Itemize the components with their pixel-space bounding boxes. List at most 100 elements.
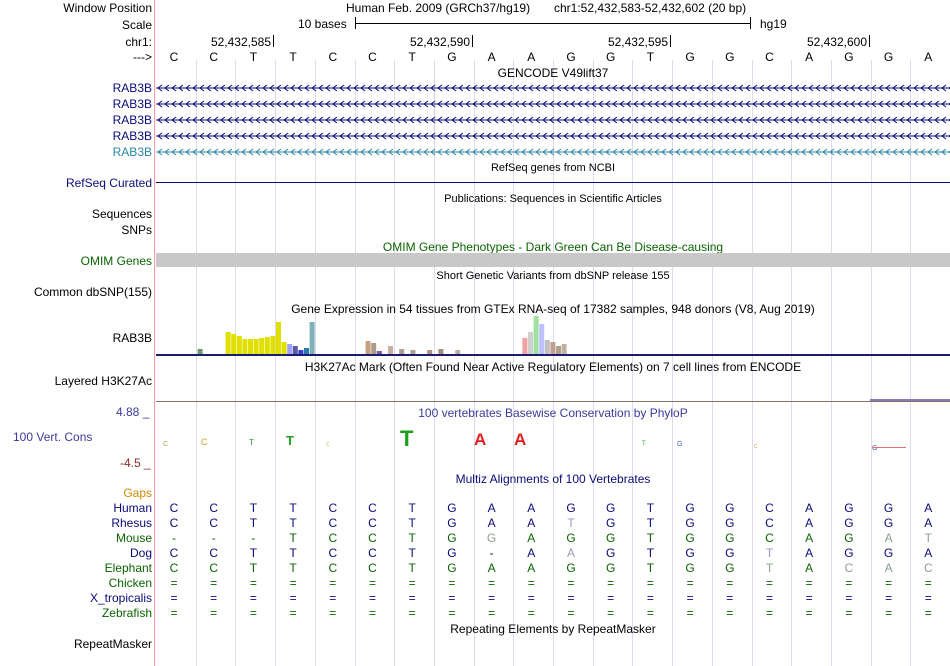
gencode-transcript-line[interactable]	[156, 147, 950, 157]
multiz-base: C	[328, 561, 338, 575]
multiz-base: A	[884, 531, 893, 545]
phylop-label[interactable]: 100 Vert. Cons	[13, 430, 93, 444]
multiz-gaps-label[interactable]: Gaps	[123, 486, 152, 500]
multiz-species-label[interactable]: Rhesus	[111, 516, 152, 530]
gtex-label[interactable]: RAB3B	[112, 331, 152, 345]
multiz-base: =	[845, 591, 853, 605]
gtex-bar-chart[interactable]	[156, 316, 950, 358]
multiz-base: =	[368, 606, 376, 620]
ruler-tick-mark	[869, 35, 870, 47]
dbsnp-label[interactable]: Common dbSNP(155)	[33, 285, 152, 299]
db-label: hg19	[760, 17, 787, 31]
multiz-base: =	[924, 591, 932, 605]
multiz-base: -	[211, 531, 216, 545]
gencode-transcript-label[interactable]: RAB3B	[112, 97, 152, 111]
multiz-base: C	[328, 531, 338, 545]
multiz-base: G	[606, 531, 616, 545]
multiz-species-label[interactable]: Dog	[129, 546, 152, 560]
multiz-base: G	[606, 501, 616, 515]
phylop-logo-a2: A	[514, 430, 526, 449]
multiz-base: -	[172, 531, 176, 545]
multiz-base: =	[170, 606, 178, 620]
gencode-transcript-label[interactable]: RAB3B	[112, 113, 152, 127]
multiz-base: C	[368, 546, 377, 560]
gtex-tissue-bar	[287, 344, 293, 354]
multiz-species-label[interactable]: Mouse	[115, 531, 152, 545]
multiz-base: =	[805, 591, 813, 605]
multiz-base: T	[289, 546, 297, 560]
multiz-base: =	[289, 576, 297, 590]
multiz-species-label[interactable]: X_tropicalis	[89, 591, 152, 605]
multiz-base: T	[646, 501, 655, 515]
multiz-base: =	[408, 576, 416, 590]
multiz-species-label[interactable]: Chicken	[108, 576, 152, 590]
omim-gene-bar[interactable]	[156, 253, 950, 267]
multiz-base: =	[329, 576, 337, 590]
base-letter: G	[606, 50, 616, 64]
repeatmasker-label[interactable]: RepeatMasker	[73, 637, 152, 651]
multiz-base: G	[685, 531, 695, 545]
multiz-base: T	[924, 531, 932, 545]
h3k27ac-signal	[870, 399, 950, 401]
multiz-base: =	[924, 606, 932, 620]
omim-label[interactable]: OMIM Genes	[80, 254, 152, 268]
multiz-base: =	[249, 591, 257, 605]
multiz-base: G	[685, 546, 695, 560]
refseq-gene-line[interactable]	[156, 182, 950, 183]
ruler-tick-label: 52,432,590	[409, 35, 470, 49]
base-letter: G	[447, 50, 457, 64]
scale-bar	[355, 17, 751, 29]
publications-sequences-label[interactable]: Sequences	[91, 207, 152, 221]
multiz-base: =	[448, 576, 456, 590]
h3k27ac-label[interactable]: Layered H3K27Ac	[54, 374, 152, 388]
h3k27ac-baseline	[156, 401, 950, 402]
multiz-base: C	[209, 561, 219, 575]
multiz-species-label[interactable]: Zebrafish	[101, 606, 152, 620]
gencode-transcript-label[interactable]: RAB3B	[112, 81, 152, 95]
phylop-logo-t2: T	[286, 433, 294, 448]
multiz-base: T	[765, 561, 774, 575]
multiz-base: A	[924, 546, 933, 560]
refseq-label[interactable]: RefSeq Curated	[65, 176, 152, 190]
chrom-label: chr1:	[125, 35, 152, 49]
gtex-tissue-bar	[231, 334, 237, 354]
multiz-base: =	[488, 576, 496, 590]
strand-label: --->	[133, 50, 152, 64]
position-range[interactable]: chr1:52,432,583-52,432,602 (20 bp)	[554, 1, 747, 15]
multiz-base: =	[170, 591, 178, 605]
base-letter: G	[883, 50, 894, 64]
multiz-base: =	[448, 606, 456, 620]
gtex-tissue-bar	[561, 344, 567, 354]
phylop-logo[interactable]: C C T T C T A A T G C G	[156, 420, 950, 460]
multiz-base: A	[527, 531, 536, 545]
base-letter: G	[566, 50, 576, 64]
multiz-base: T	[249, 561, 258, 575]
gtex-tissue-bar	[427, 350, 433, 354]
gtex-tissue-bar	[298, 350, 304, 354]
multiz-base: T	[646, 561, 655, 575]
base-letter: T	[289, 50, 297, 64]
multiz-base: =	[170, 576, 178, 590]
multiz-base: G	[606, 546, 616, 560]
gencode-transcript-line[interactable]	[156, 131, 950, 141]
multiz-species-label[interactable]: Elephant	[104, 561, 152, 575]
gencode-transcript-line[interactable]	[156, 99, 950, 109]
gtex-tissue-bar	[276, 322, 281, 354]
multiz-base: A	[487, 501, 496, 515]
ruler-tick-label: 52,432,595	[607, 35, 668, 49]
publications-snps-label[interactable]: SNPs	[121, 223, 152, 237]
base-letter: C	[765, 50, 774, 64]
gencode-transcript-line[interactable]	[156, 115, 950, 125]
multiz-base: G	[725, 546, 735, 560]
multiz-species-label[interactable]: Human	[113, 501, 152, 515]
scale-label: Scale	[121, 18, 152, 32]
multiz-base: =	[885, 606, 893, 620]
multiz-base: A	[924, 516, 933, 530]
multiz-base: =	[408, 606, 416, 620]
gencode-transcript-label[interactable]: RAB3B	[112, 129, 152, 143]
gencode-transcript-label[interactable]: RAB3B	[112, 145, 152, 159]
scale-text: 10 bases	[298, 17, 347, 31]
multiz-base: G	[883, 516, 894, 530]
multiz-base: A	[566, 546, 575, 560]
gencode-transcript-line[interactable]	[156, 83, 950, 93]
